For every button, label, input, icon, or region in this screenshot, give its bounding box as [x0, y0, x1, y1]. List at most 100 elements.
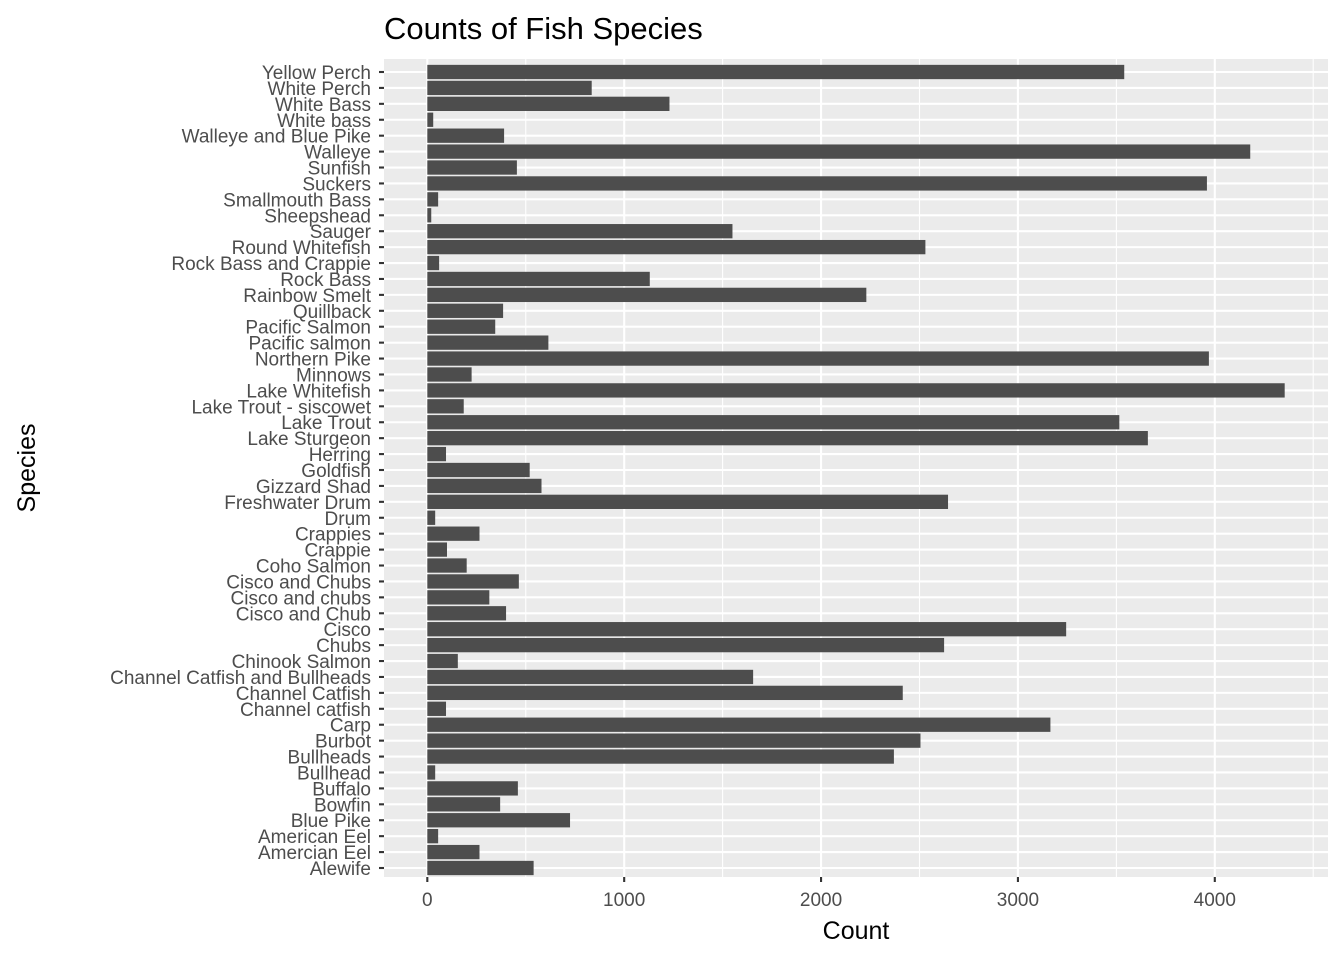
y-tick-label: Lake Trout - siscowet [191, 397, 371, 418]
y-tick-label: Rainbow Smelt [243, 286, 371, 307]
bar [427, 462, 530, 478]
y-tick-label: Amercian Eel [258, 843, 371, 864]
y-tick-label: Crappie [304, 541, 371, 562]
y-tick-label: American Eel [258, 827, 371, 848]
y-tick-label: Burbot [315, 732, 372, 753]
y-tick-label: Freshwater Drum [224, 493, 371, 514]
y-tick-label: Blue Pike [291, 811, 371, 832]
bar [427, 176, 1207, 191]
y-tick-label: Walleye and Blue Pike [182, 127, 371, 148]
y-tick-label: Bullheads [288, 748, 371, 769]
bar [427, 813, 571, 828]
y-tick-label: Yellow Perch [262, 63, 371, 84]
y-tick-label: Coho Salmon [256, 557, 371, 578]
bar [427, 653, 458, 669]
y-tick-label: Cisco [323, 620, 371, 641]
bar [427, 669, 754, 685]
y-axis-title: Species [13, 424, 41, 513]
y-tick-label: Carp [330, 716, 371, 737]
y-tick-label: Sheepshead [264, 206, 371, 227]
y-tick-label: Alewife [310, 859, 371, 880]
y-tick-label: Gizzard Shad [256, 477, 371, 498]
x-tick-label: 0 [422, 890, 433, 911]
x-axis-title: Count [823, 917, 890, 945]
bar [427, 860, 534, 876]
bar [427, 319, 496, 334]
y-tick-label: White Perch [268, 79, 371, 100]
y-tick-label: Goldfish [301, 461, 371, 482]
bar [427, 271, 650, 287]
bar [427, 112, 434, 127]
y-tick-label: White Bass [275, 95, 371, 116]
bar [427, 351, 1209, 366]
bar [427, 64, 1125, 80]
y-tick-label: Drum [325, 509, 371, 530]
bar [427, 574, 519, 589]
bar [427, 224, 733, 239]
bar [427, 685, 903, 701]
y-tick-label: Chubs [316, 636, 371, 657]
bar [427, 192, 439, 207]
y-tick-label: Cisco and chubs [231, 588, 371, 609]
x-tick-label: 2000 [800, 890, 842, 911]
bar [427, 335, 549, 350]
chart-title: Counts of Fish Species [384, 11, 703, 46]
y-tick-label: Rock Bass [280, 270, 371, 291]
bar [427, 733, 921, 748]
bar [427, 542, 447, 557]
bar [427, 446, 447, 462]
bar [427, 637, 945, 653]
bar [427, 622, 1067, 637]
y-tick-label: Lake Trout [281, 413, 371, 434]
bar [427, 797, 501, 812]
bar [427, 367, 472, 382]
bar [427, 144, 1251, 159]
bar [427, 494, 949, 509]
y-tick-label: Quillback [293, 302, 372, 323]
bar [427, 829, 439, 844]
bar [427, 526, 480, 541]
y-tick-label: Channel Catfish and Bullheads [110, 668, 371, 689]
y-tick-label: Sauger [310, 222, 372, 243]
y-tick-label: Buffalo [312, 779, 371, 800]
y-tick-label: White bass [277, 111, 371, 132]
bar [427, 510, 436, 525]
y-tick-label: Lake Whitefish [246, 381, 371, 402]
y-tick-label: Cisco and Chub [236, 604, 371, 625]
y-tick-label: Cisco and Chubs [226, 572, 371, 593]
y-tick-label: Round Whitefish [232, 238, 371, 259]
y-tick-label: Pacific salmon [249, 334, 372, 355]
bar [427, 287, 867, 303]
bar [427, 844, 480, 860]
bar [427, 558, 467, 573]
bar [427, 415, 1120, 430]
y-tick-label: Lake Sturgeon [247, 429, 371, 450]
y-tick-label: Channel catfish [240, 700, 371, 721]
bar [427, 96, 670, 111]
x-tick-label: 4000 [1194, 890, 1236, 911]
y-tick-label: Walleye [304, 143, 371, 164]
y-tick-label: Rock Bass and Crappie [171, 254, 371, 275]
bar [427, 590, 490, 605]
bar [427, 701, 447, 716]
y-tick-label: Bullhead [297, 763, 371, 784]
bar [427, 303, 504, 318]
x-tick-label: 3000 [997, 890, 1039, 911]
y-tick-label: Suckers [302, 174, 371, 195]
bar [427, 255, 440, 271]
bar [427, 431, 1148, 446]
bar [427, 478, 542, 494]
y-tick-label: Channel Catfish [236, 684, 371, 705]
bar [427, 80, 592, 96]
bar [427, 128, 505, 143]
bar [427, 208, 432, 223]
y-tick-label: Smallmouth Bass [223, 190, 371, 211]
x-axis: 0 1000 2000 3000 4000 [422, 877, 1236, 911]
bar [427, 717, 1051, 732]
bar [427, 239, 926, 255]
y-tick-label: Northern Pike [255, 350, 371, 371]
bar [427, 160, 517, 175]
y-tick-label: Pacific Salmon [245, 318, 371, 339]
